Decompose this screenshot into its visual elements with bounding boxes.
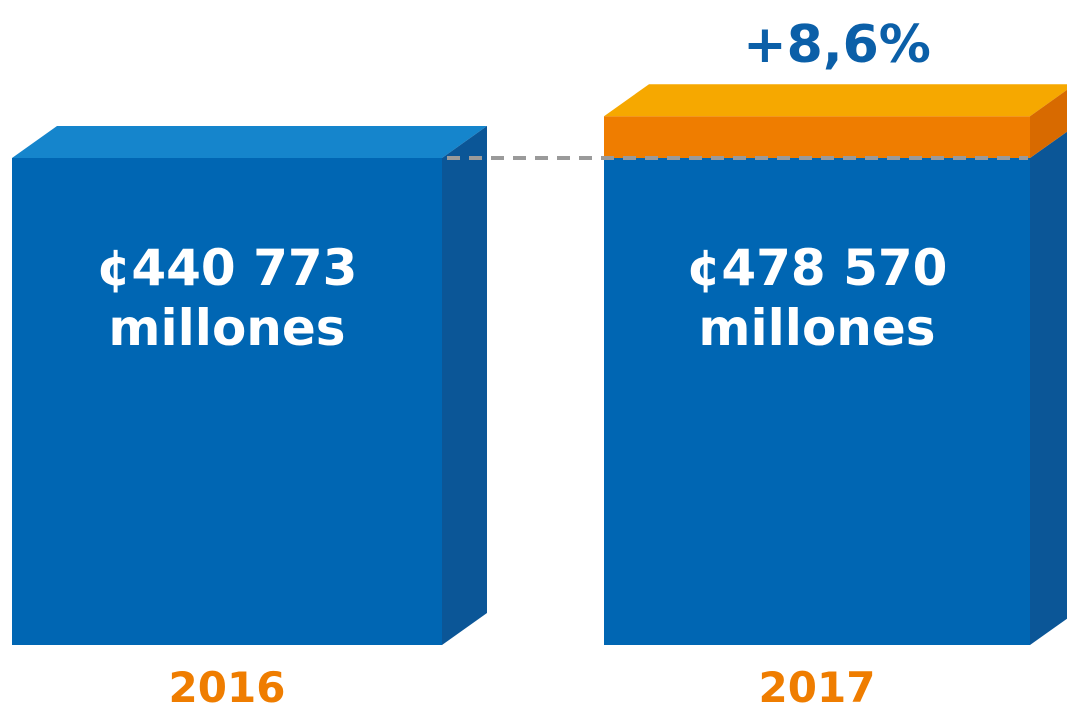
- bar-2016: [12, 126, 487, 645]
- bar-2017-front: [604, 158, 1030, 645]
- bar-2017-increase-front: [604, 116, 1030, 158]
- category-label-2016: 2016: [169, 663, 286, 705]
- value-label-2017-unit: millones: [698, 299, 935, 357]
- bar-2017-side: [1030, 131, 1067, 645]
- labels-group: ¢440 773 millones ¢478 570 millones 2016…: [97, 15, 948, 705]
- bar-2016-side: [442, 126, 487, 645]
- bar-2017-increase-top: [604, 84, 1067, 117]
- value-label-2016-unit: millones: [108, 299, 345, 357]
- bar-2017-increase-side: [1030, 89, 1067, 158]
- category-label-2017: 2017: [759, 663, 876, 705]
- bars-group: [12, 84, 1067, 645]
- bar-2017: [604, 84, 1067, 645]
- change-label: +8,6%: [743, 15, 931, 75]
- bar-2016-front: [12, 158, 442, 645]
- value-label-2016-amount: ¢440 773: [97, 239, 358, 297]
- value-label-2017-amount: ¢478 570: [687, 239, 948, 297]
- bar-2016-top: [12, 126, 487, 158]
